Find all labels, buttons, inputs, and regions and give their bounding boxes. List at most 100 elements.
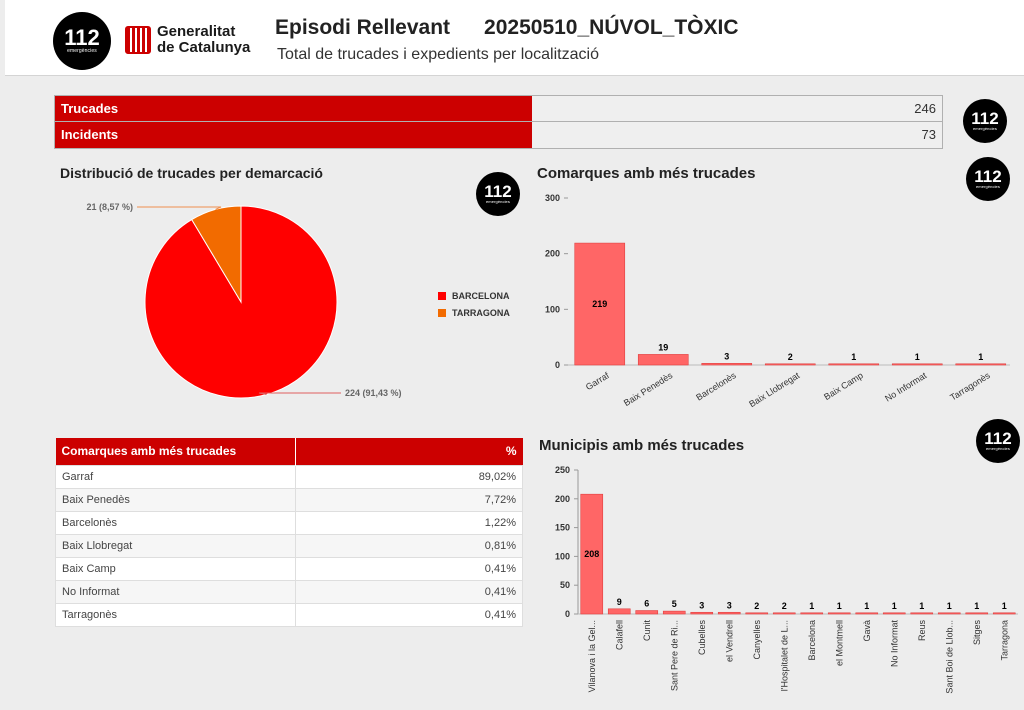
x-tick-label: Garraf [584,370,611,392]
table-cell-percent: 0,81% [295,533,523,558]
comarques-table: Comarques amb més trucades % Garraf 89,02… [55,438,523,627]
municipis-bar-chart: 0 50 100 150 200 250 208 Vilanova i la Gel... 9 C… [555,465,1018,694]
bar [955,363,1007,366]
page-title: Episodi Rellevant 20250510_NÚVOL_TÒXIC [275,16,773,40]
table-cell-comarca: Tarragonès [55,602,296,627]
table-cell-comarca: Baix Llobregat [55,533,296,558]
bar-data-label: 5 [672,599,677,609]
y-tick-label: 100 [555,551,570,561]
comarques-bar-chart: 0 100 200 300 219 Garraf 19 Baix Penedès 3 Barcel… [545,193,1010,409]
page-header: 112 emergències Generalitat de Catalunya… [5,0,1024,76]
summary-row-incidents: Incidents 73 [54,122,943,149]
table-header-comarca: Comarques amb més trucades [55,438,296,465]
bar-data-label: 6 [644,599,649,609]
page-subtitle: Total de trucades i expedients per local… [277,46,599,63]
summary-label: Incidents [55,122,532,148]
pie-slice-tarragona [191,205,242,304]
bar [965,612,989,615]
comarques-chart-title: Comarques amb més trucades [537,165,756,182]
y-tick-label: 0 [555,360,560,370]
y-tick-label: 200 [555,494,570,504]
x-tick-label: Baix Llobregat [747,370,802,409]
bar-data-label: 1 [851,352,856,362]
y-tick-label: 150 [555,523,570,533]
pie-data-label: 21 (8,57 %) [86,202,133,212]
x-tick-label: Barcelona [807,620,817,661]
table-cell-percent: 1,22% [295,510,523,535]
logo-112-icon: 112 emergències [966,157,1010,201]
episode-code: 20250510_NÚVOL_TÒXIC [484,16,739,39]
bar-data-label: 1 [837,601,842,611]
bar [772,612,796,615]
table-cell-percent: 0,41% [295,602,523,627]
table-row: Tarragonès 0,41% [55,602,523,627]
summary-panel: Trucades 246 Incidents 73 [54,95,943,149]
logo-112-icon: 112 emergències [476,172,520,216]
generalitat-icon [125,26,151,54]
logo-112-icon: 112 emergències [976,419,1020,463]
bar-data-label: 2 [782,601,787,611]
bar-data-label: 1 [978,352,983,362]
y-tick-label: 300 [545,193,560,203]
x-tick-label: Vilanova i la Gel... [587,620,597,692]
bar [574,242,626,366]
bar [891,363,943,366]
bar-data-label: 1 [864,601,869,611]
pie-chart: 224 (91,43 %) 21 (8,57 %) [86,202,402,399]
bar [800,612,824,615]
x-tick-label: Sant Boi de Llob... [944,620,954,694]
y-tick-label: 200 [545,249,560,259]
y-tick-label: 0 [565,609,570,619]
table-cell-percent: 7,72% [295,487,523,512]
x-tick-label: Gavà [862,620,872,642]
bar [828,363,880,366]
bar [992,612,1016,615]
bar [635,610,659,615]
table-cell-comarca: Baix Camp [55,556,296,581]
table-row: Barcelonès 1,22% [55,510,523,535]
x-tick-label: l'Hospitalet de L... [779,620,789,691]
generalitat-line2: de Catalunya [157,39,251,56]
table-row: No Informat 0,41% [55,579,523,604]
legend-swatch [438,291,446,300]
pie-legend: BARCELONA TARRAGONA [438,287,510,321]
y-tick-label: 100 [545,304,560,314]
bar-data-label: 2 [754,601,759,611]
table-cell-comarca: Baix Penedès [55,487,296,512]
x-tick-label: Reus [917,620,927,642]
pie-data-label: 224 (91,43 %) [345,388,402,398]
bar [690,611,714,615]
x-tick-label: Tarragonès [948,370,992,403]
municipis-chart-title: Municipis amb més trucades [539,437,745,454]
y-tick-label: 50 [560,580,570,590]
bar-data-label: 19 [658,342,668,352]
bar-data-label: 1 [1002,601,1007,611]
bar-data-label: 9 [617,597,622,607]
table-cell-comarca: Barcelonès [55,510,296,535]
bar-data-label: 2 [788,352,793,362]
bar-data-label: 3 [727,600,732,610]
table-cell-percent: 89,02% [295,464,523,489]
table-row: Baix Llobregat 0,81% [55,533,523,558]
x-tick-label: Baix Penedès [622,370,675,408]
table-cell-percent: 0,41% [295,556,523,581]
pie-chart-title: Distribució de trucades per demarcació [60,165,323,181]
bar-data-label: 3 [699,600,704,610]
bar [701,363,753,366]
table-row: Garraf 89,02% [55,464,523,489]
bar [855,612,879,615]
bar-data-label: 1 [915,352,920,362]
summary-value: 73 [921,127,936,142]
table-row: Baix Penedès 7,72% [55,487,523,512]
x-tick-label: Sitges [972,620,982,646]
summary-value: 246 [914,101,936,116]
table-row: Baix Camp 0,41% [55,556,523,581]
summary-row-trucades: Trucades 246 [54,95,943,122]
bar [910,612,934,615]
table-cell-comarca: No Informat [55,579,296,604]
generalitat-line1: Generalitat [157,23,236,40]
table-header-percent: % [295,438,523,465]
x-tick-label: Tarragona [999,620,1009,661]
x-tick-label: Cubelles [697,620,707,656]
bar [764,363,816,366]
